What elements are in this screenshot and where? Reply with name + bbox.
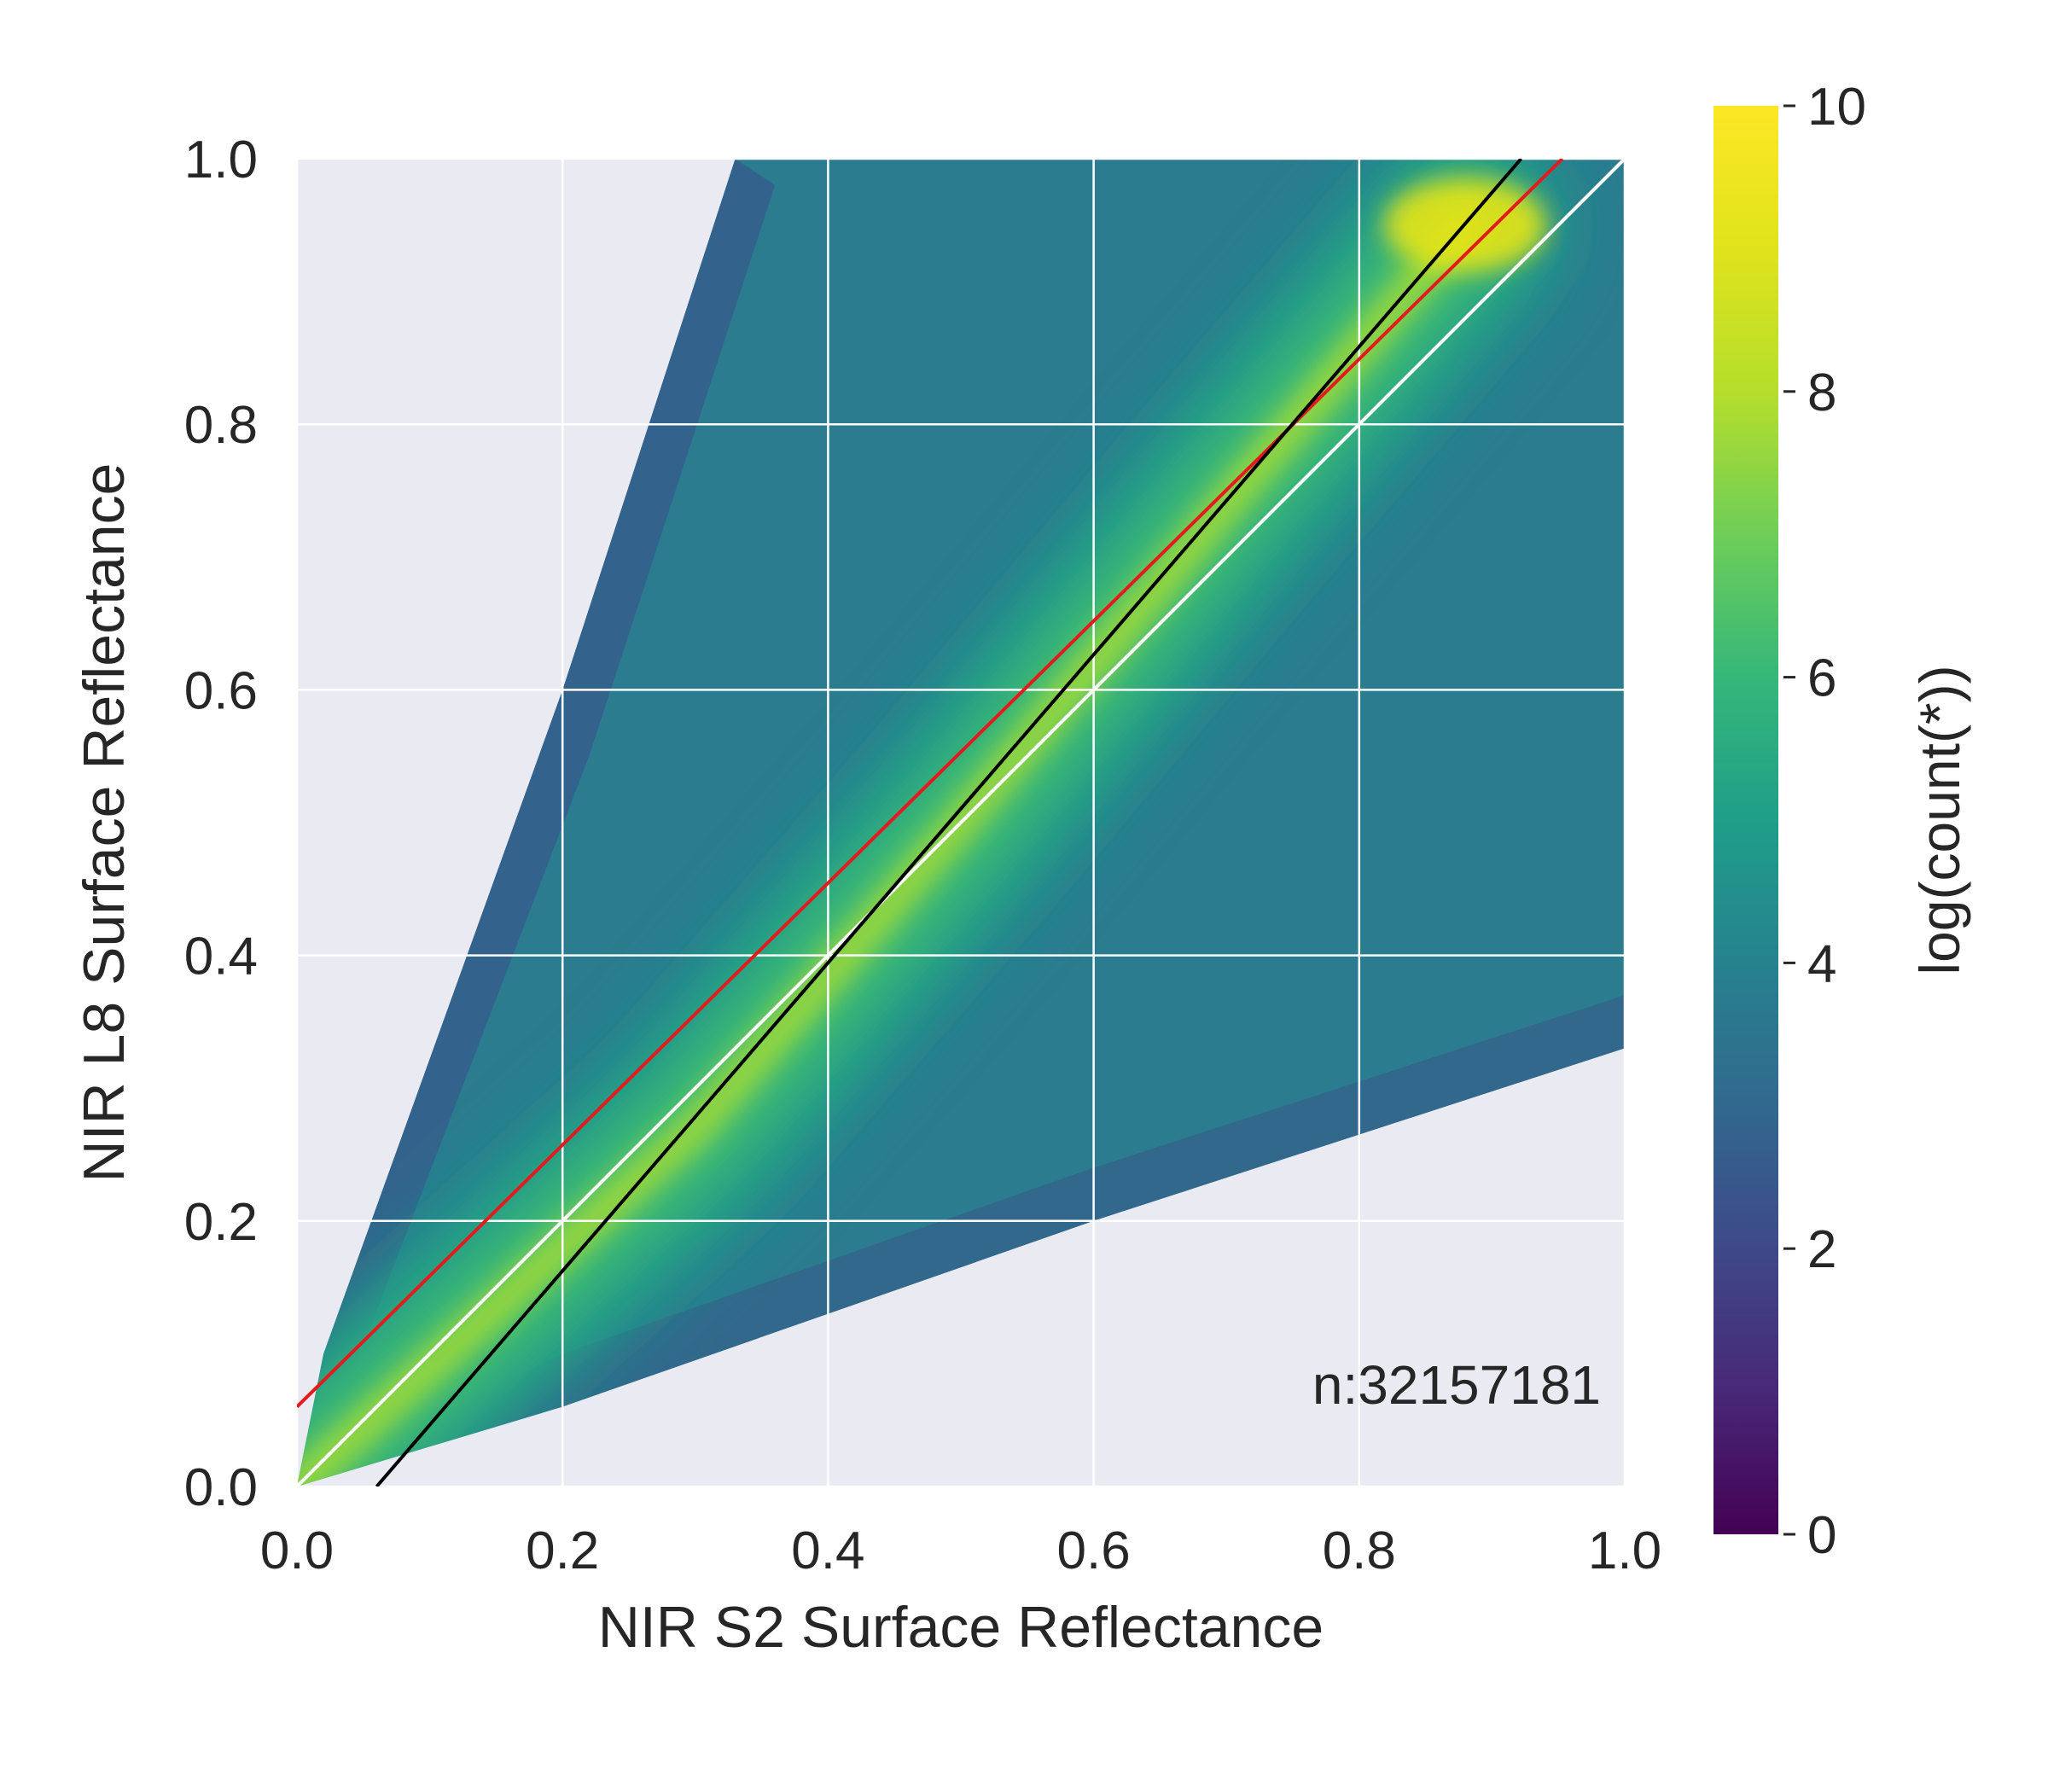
x-tick-label: 0.4 (791, 1521, 864, 1580)
reference-lines (297, 159, 1625, 1487)
colorbar-tick-label: 8 (1807, 364, 1836, 422)
line-regression-red (297, 159, 1564, 1409)
y-tick-label: 0.6 (184, 661, 258, 720)
grid-lines (297, 159, 1625, 1487)
x-tick-label: 0.0 (260, 1521, 334, 1580)
colorbar-tick-label: 2 (1807, 1220, 1836, 1279)
y-tick-label: 0.0 (184, 1458, 258, 1517)
y-tick-label: 0.8 (184, 396, 258, 455)
colorbar (1713, 106, 1778, 1534)
line-1-1 (297, 159, 1625, 1487)
line-regression-black (375, 159, 1523, 1487)
x-axis-label: NIR S2 Surface Reflectance (598, 1595, 1324, 1660)
colorbar-tick-label: 0 (1807, 1506, 1836, 1565)
y-axis-label: NIR L8 Surface Reflectance (72, 463, 137, 1183)
y-tick-label: 0.2 (184, 1193, 258, 1252)
colorbar-tick-label: 10 (1807, 78, 1866, 137)
sample-count-annotation: n:32157181 (1312, 1354, 1601, 1416)
sparse-fringe-lower (297, 995, 1625, 1487)
x-tick-label: 0.8 (1323, 1521, 1396, 1580)
colorbar-label: log(count(*)) (1908, 665, 1971, 975)
colorbar-tick-label: 4 (1807, 934, 1836, 993)
x-tick-label: 0.2 (526, 1521, 599, 1580)
colorbar-ticks: 0 2 4 6 8 10 (1783, 78, 1866, 1565)
y-tick-label: 0.4 (184, 928, 258, 986)
x-tick-label: 0.6 (1056, 1521, 1130, 1580)
y-axis-ticks: 0.0 0.2 0.4 0.6 0.8 1.0 (184, 131, 258, 1517)
x-tick-label: 1.0 (1588, 1521, 1661, 1580)
y-tick-label: 1.0 (184, 131, 258, 189)
colorbar-tick-label: 6 (1807, 649, 1836, 708)
sparse-fringe-upper (297, 159, 776, 1487)
x-axis-ticks: 0.0 0.2 0.4 0.6 0.8 1.0 (260, 1521, 1661, 1580)
